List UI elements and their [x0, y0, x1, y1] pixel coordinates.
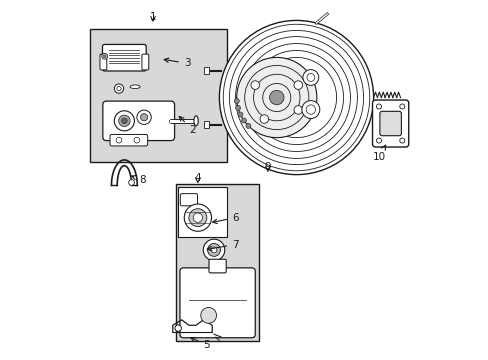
Text: 1: 1 [149, 12, 156, 22]
Circle shape [137, 110, 151, 125]
Circle shape [207, 243, 220, 256]
Circle shape [102, 53, 107, 59]
Text: 4: 4 [194, 173, 201, 183]
Text: 10: 10 [372, 145, 385, 162]
Circle shape [250, 81, 259, 89]
Text: 7: 7 [207, 239, 238, 251]
Circle shape [234, 99, 239, 104]
Circle shape [269, 90, 284, 105]
FancyBboxPatch shape [100, 54, 106, 70]
Circle shape [293, 105, 302, 114]
Bar [203, 121, 208, 128]
FancyBboxPatch shape [180, 268, 255, 338]
Text: 3: 3 [164, 58, 190, 68]
Circle shape [175, 325, 181, 331]
Circle shape [399, 104, 404, 109]
Ellipse shape [130, 85, 140, 89]
Circle shape [303, 69, 318, 85]
FancyBboxPatch shape [379, 111, 401, 136]
Circle shape [241, 118, 246, 123]
Circle shape [193, 213, 202, 222]
Circle shape [114, 111, 134, 131]
Circle shape [128, 180, 134, 185]
Text: 6: 6 [212, 213, 238, 224]
Ellipse shape [194, 116, 198, 126]
Circle shape [134, 137, 140, 143]
Circle shape [203, 239, 224, 261]
Circle shape [188, 209, 206, 226]
Bar [90, 30, 226, 162]
Circle shape [293, 81, 302, 89]
Circle shape [376, 104, 381, 109]
Circle shape [114, 84, 123, 93]
Circle shape [236, 58, 316, 138]
Bar [176, 184, 258, 341]
FancyBboxPatch shape [102, 44, 146, 71]
Text: 5: 5 [190, 337, 210, 350]
Circle shape [121, 118, 127, 124]
Circle shape [260, 115, 268, 123]
Circle shape [245, 123, 250, 129]
Circle shape [399, 138, 404, 143]
Circle shape [301, 100, 319, 118]
Circle shape [235, 105, 240, 111]
Circle shape [119, 115, 130, 127]
Circle shape [201, 307, 216, 323]
Bar [203, 67, 208, 74]
Circle shape [103, 55, 106, 58]
Circle shape [238, 112, 243, 117]
FancyBboxPatch shape [208, 259, 226, 273]
Circle shape [184, 204, 211, 231]
FancyBboxPatch shape [372, 100, 408, 147]
Circle shape [211, 247, 217, 253]
Circle shape [140, 114, 147, 121]
Text: 8: 8 [131, 175, 145, 185]
Circle shape [219, 21, 373, 175]
FancyBboxPatch shape [110, 134, 147, 146]
Circle shape [116, 137, 122, 143]
Text: 9: 9 [264, 162, 270, 172]
Text: 2: 2 [179, 117, 195, 135]
FancyBboxPatch shape [102, 101, 174, 140]
Bar [178, 187, 226, 237]
Circle shape [376, 138, 381, 143]
Circle shape [117, 86, 121, 91]
FancyBboxPatch shape [180, 194, 197, 206]
FancyBboxPatch shape [142, 54, 148, 70]
